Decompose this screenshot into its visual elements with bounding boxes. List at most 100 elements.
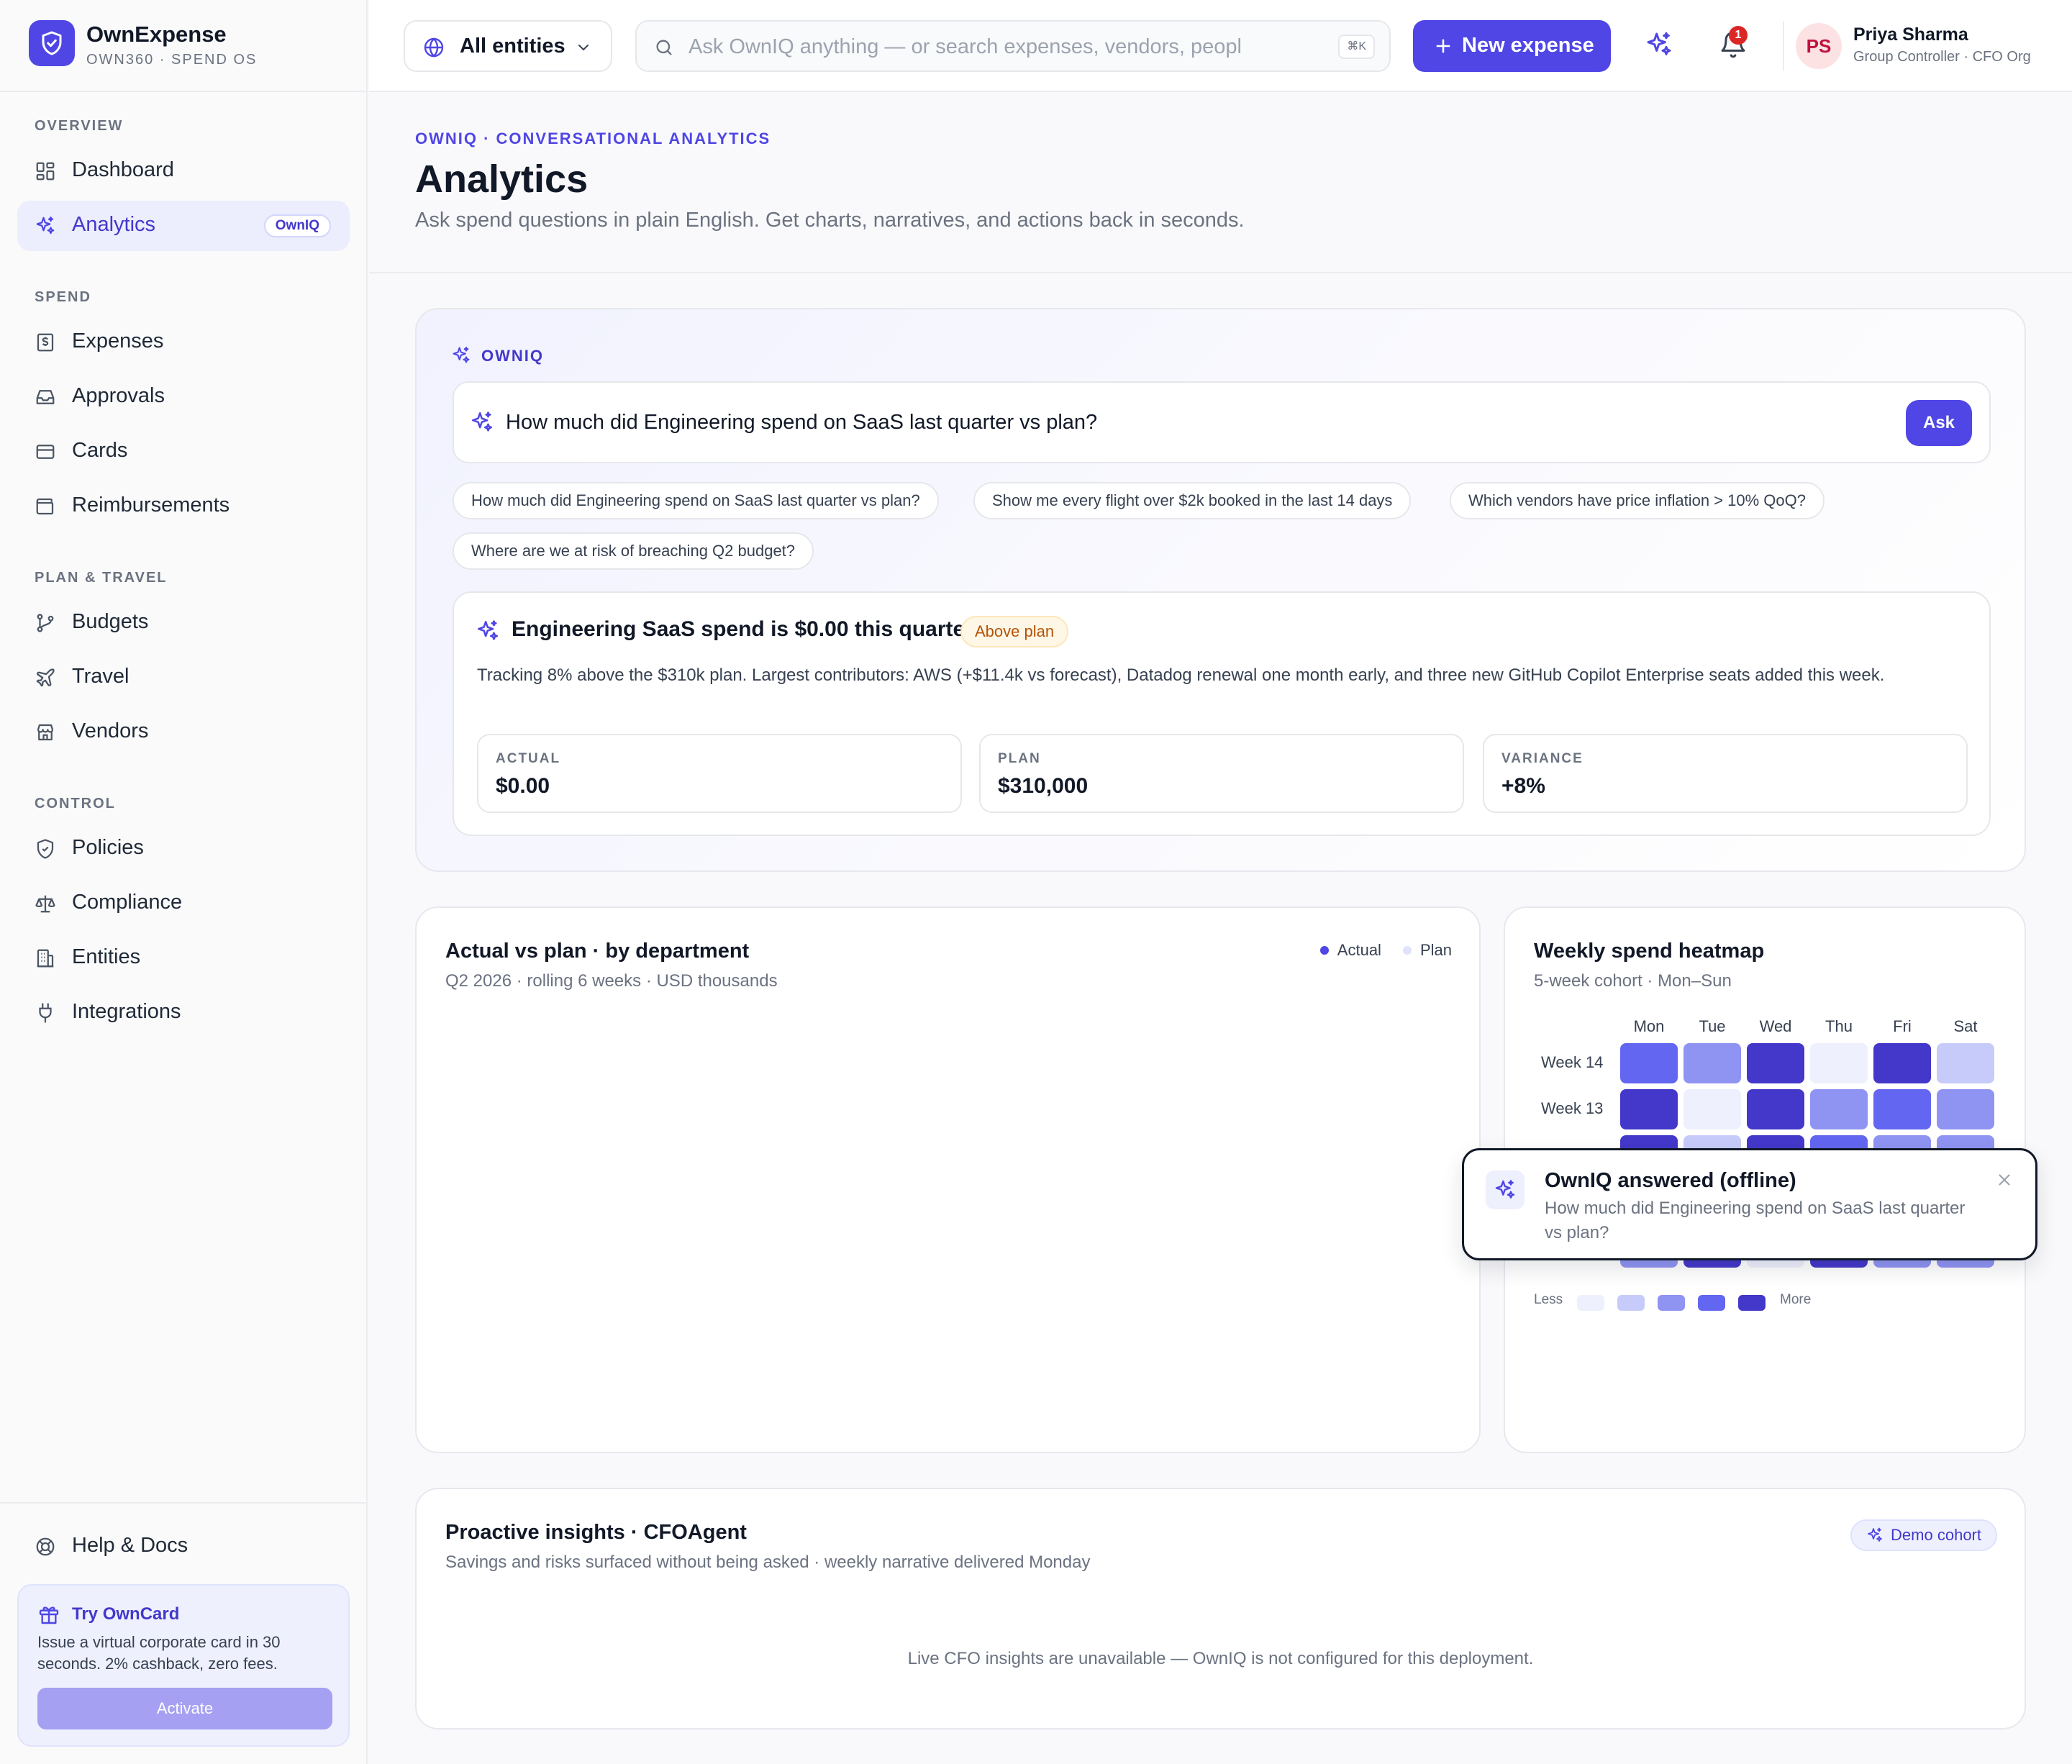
sidebar-item-dashboard[interactable]: Dashboard <box>17 146 350 196</box>
user-name: Priya Sharma <box>1853 24 1968 45</box>
sidebar-item-expenses[interactable]: Expenses <box>17 317 350 368</box>
new-expense-label: New expense <box>1462 34 1594 57</box>
stat-actual: ACTUAL $0.00 <box>477 734 962 813</box>
heatmap-legend-cell <box>1698 1295 1725 1311</box>
stat-plan: PLAN $310,000 <box>979 734 1464 813</box>
nav-section-control: CONTROL <box>35 796 116 811</box>
page-subtitle: Ask spend questions in plain English. Ge… <box>415 209 1245 232</box>
chevron-down-icon <box>578 45 589 51</box>
heatmap-day-label: Tue <box>1699 1017 1726 1035</box>
sparkle-icon <box>471 412 493 432</box>
sidebar-item-integrations[interactable]: Integrations <box>17 988 350 1038</box>
heatmap-cell[interactable] <box>1810 1043 1868 1083</box>
dashboard-icon <box>36 162 55 181</box>
new-expense-button[interactable]: New expense <box>1413 20 1611 72</box>
sidebar-item-label: Entities <box>72 945 141 968</box>
heatmap-legend-more: More <box>1780 1292 1812 1307</box>
insights-subtitle: Savings and risks surfaced without being… <box>445 1552 1091 1572</box>
sidebar-item-cards[interactable]: Cards <box>17 427 350 477</box>
heatmap-week-label: Week 13 <box>1541 1099 1604 1117</box>
demo-cohort-label: Demo cohort <box>1891 1526 1981 1544</box>
plug-icon <box>39 1003 52 1023</box>
close-icon[interactable] <box>1995 1170 2014 1189</box>
page-eyebrow: OWNIQ · CONVERSATIONAL ANALYTICS <box>415 129 771 147</box>
legend-dot <box>1319 946 1329 955</box>
gift-icon <box>39 1606 59 1624</box>
heatmap-cell[interactable] <box>1620 1089 1678 1129</box>
dept-chart-card: Actual vs plan · by department Q2 2026 ·… <box>415 906 1481 1453</box>
brand-logo-icon[interactable] <box>29 20 75 66</box>
search-icon <box>656 40 672 55</box>
legend-label: Plan <box>1419 941 1452 959</box>
search-input[interactable] <box>689 30 1322 63</box>
heatmap-cell[interactable] <box>1810 1089 1868 1129</box>
suggestion-chip[interactable]: Where are we at risk of breaching Q2 bud… <box>453 532 814 570</box>
plus-icon <box>1436 39 1450 53</box>
sparkle-icon <box>36 217 55 235</box>
heatmap-cell[interactable] <box>1684 1043 1741 1083</box>
suggestion-chip[interactable]: Which vendors have price inflation > 10%… <box>1450 482 1825 519</box>
wallet-icon <box>36 498 54 515</box>
heatmap-cell[interactable] <box>1684 1089 1741 1129</box>
global-search[interactable]: ⌘K <box>635 20 1391 72</box>
sidebar-item-reimbursements[interactable]: Reimbursements <box>17 481 350 532</box>
sidebar-item-help[interactable]: Help & Docs <box>17 1522 350 1572</box>
sidebar-item-vendors[interactable]: Vendors <box>17 707 350 758</box>
heatmap-cell[interactable] <box>1747 1089 1804 1129</box>
sparkle-icon <box>477 620 499 640</box>
sidebar: OwnExpense OWN360 · SPEND OS OVERVIEW Da… <box>0 0 368 1764</box>
stat-label: PLAN <box>998 751 1041 766</box>
insights-title: Proactive insights · CFOAgent <box>445 1521 747 1544</box>
demo-cohort-badge[interactable]: Demo cohort <box>1850 1519 1997 1551</box>
chart-legend: Actual Plan <box>1299 941 1452 960</box>
ask-input[interactable] <box>506 406 1873 439</box>
sidebar-item-approvals[interactable]: Approvals <box>17 372 350 422</box>
sidebar-item-policies[interactable]: Policies <box>17 824 350 874</box>
ask-button[interactable]: Ask <box>1906 400 1972 446</box>
sidebar-item-analytics[interactable]: Analytics OwnIQ <box>17 201 350 251</box>
stat-value: $310,000 <box>998 774 1089 798</box>
heatmap-cell[interactable] <box>1937 1089 1994 1129</box>
brand-name: OwnExpense <box>86 22 227 47</box>
sidebar-item-budgets[interactable]: Budgets <box>17 598 350 648</box>
heatmap-cell[interactable] <box>1873 1043 1931 1083</box>
owniq-badge: OwnIQ <box>263 214 331 237</box>
heatmap-cell[interactable] <box>1747 1043 1804 1083</box>
insights-empty-state: Live CFO insights are unavailable — OwnI… <box>907 1649 1534 1668</box>
heatmap-legend-cell <box>1658 1295 1685 1311</box>
stat-value: $0.00 <box>496 774 550 798</box>
sidebar-item-label: Vendors <box>72 719 149 742</box>
heatmap-cell[interactable] <box>1873 1089 1931 1129</box>
activate-button[interactable]: Activate <box>37 1688 332 1729</box>
heatmap-day-label: Mon <box>1633 1017 1665 1035</box>
brand-subtitle: OWN360 · SPEND OS <box>86 52 258 68</box>
card-icon <box>36 445 55 459</box>
sidebar-item-entities[interactable]: Entities <box>17 933 350 983</box>
suggestion-chip[interactable]: Show me every flight over $2k booked in … <box>973 482 1412 519</box>
sidebar-item-label: Travel <box>72 665 130 688</box>
nav-section-plan-travel: PLAN & TRAVEL <box>35 570 168 586</box>
sparkle-icon[interactable] <box>1645 30 1673 59</box>
legend-item-plan: Plan <box>1402 941 1452 960</box>
sidebar-item-label: Cards <box>72 439 128 462</box>
heatmap-cell[interactable] <box>1937 1043 1994 1083</box>
owniq-toast: OwnIQ answered (offline) How much did En… <box>1462 1148 2037 1260</box>
heatmap-week-label: Week 14 <box>1541 1053 1604 1071</box>
suggestion-chip[interactable]: How much did Engineering spend on SaaS l… <box>453 482 939 519</box>
user-role: Group Controller · CFO Org <box>1853 49 2031 65</box>
heatmap-cell[interactable] <box>1620 1043 1678 1083</box>
sidebar-item-compliance[interactable]: Compliance <box>17 878 350 929</box>
search-shortcut: ⌘K <box>1338 35 1375 59</box>
heatmap-legend-cell <box>1577 1295 1604 1311</box>
status-badge: Above plan <box>960 616 1069 647</box>
heatmap-title: Weekly spend heatmap <box>1534 940 1765 963</box>
stat-label: VARIANCE <box>1501 751 1583 766</box>
sparkle-icon <box>1495 1180 1515 1199</box>
avatar[interactable]: PS <box>1796 23 1842 69</box>
entity-select[interactable]: All entities <box>404 20 612 72</box>
nav-section-spend: SPEND <box>35 289 91 305</box>
sparkle-icon <box>453 346 470 363</box>
sidebar-item-travel[interactable]: Travel <box>17 653 350 703</box>
heatmap-legend-less: Less <box>1534 1292 1563 1307</box>
heatmap-day-label: Fri <box>1893 1017 1912 1035</box>
